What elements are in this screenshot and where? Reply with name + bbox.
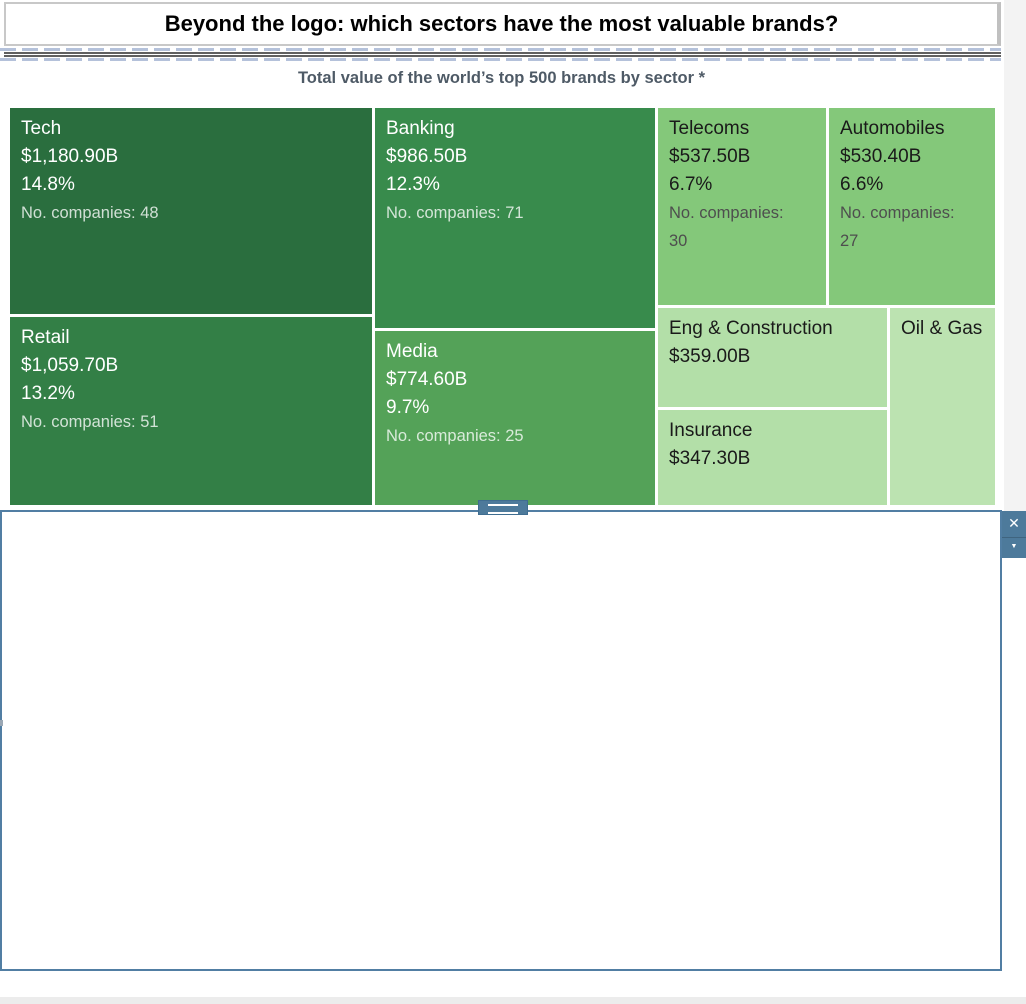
cell-companies-label: No. companies: 48 (21, 204, 159, 222)
selection-dash-line-top (0, 48, 1001, 51)
close-icon[interactable]: ✕ (1008, 515, 1020, 531)
cell-value-label: $530.40B (840, 146, 922, 167)
cell-sector-label: Oil & Gas (901, 318, 983, 339)
cell-sector-label: Retail (21, 327, 70, 348)
treemap-cell-insurance[interactable]: Insurance $347.30B (658, 410, 887, 505)
treemap-cell-tech[interactable]: Tech $1,180.90B 14.8% No. companies: 48 (10, 108, 372, 314)
cell-value-label: $1,059.70B (21, 355, 119, 376)
chevron-down-icon[interactable]: ▼ (1002, 537, 1026, 558)
panel-controls: ✕ ▼ (1002, 511, 1026, 558)
divider-line (4, 52, 1001, 57)
cell-companies-label: No. companies: 30 (669, 204, 784, 250)
cell-value-label: $347.30B (669, 448, 751, 469)
treemap-cell-automobiles[interactable]: Automobiles $530.40B 6.6% No. companies: 27 (829, 108, 995, 305)
canvas-right-gutter (1004, 0, 1026, 511)
cell-percent-label: 14.8% (21, 174, 75, 195)
cell-sector-label: Eng & Construction (669, 318, 833, 339)
treemap-cell-oil-gas[interactable]: Oil & Gas (890, 308, 995, 505)
floating-panel (0, 510, 1002, 971)
cell-value-label: $1,180.90B (21, 146, 119, 167)
cell-sector-label: Telecoms (669, 118, 750, 139)
cell-companies-label: No. companies: 51 (21, 413, 159, 431)
cell-value-label: $986.50B (386, 146, 468, 167)
treemap-cell-eng-construction[interactable]: Eng & Construction $359.00B (658, 308, 887, 407)
cell-percent-label: 9.7% (386, 397, 430, 418)
treemap-cell-retail[interactable]: Retail $1,059.70B 13.2% No. companies: 51 (10, 317, 372, 505)
dashboard-title-object[interactable]: Beyond the logo: which sectors have the … (4, 2, 1001, 46)
panel-drag-handle[interactable] (478, 500, 528, 515)
cell-companies-label: No. companies: 71 (386, 204, 524, 222)
treemap-cell-telecoms[interactable]: Telecoms $537.50B 6.7% No. companies: 30 (658, 108, 826, 305)
treemap-cell-banking[interactable]: Banking $986.50B 12.3% No. companies: 71 (375, 108, 655, 328)
cell-companies-label: No. companies: 25 (386, 427, 524, 445)
treemap-cell-media[interactable]: Media $774.60B 9.7% No. companies: 25 (375, 331, 655, 505)
cell-companies-label: No. companies: 27 (840, 204, 955, 250)
cell-sector-label: Media (386, 341, 438, 362)
cell-value-label: $359.00B (669, 346, 751, 367)
cell-sector-label: Insurance (669, 420, 753, 441)
cell-percent-label: 13.2% (21, 383, 75, 404)
page-bottom-strip (0, 997, 1026, 1004)
selection-dash-line-bottom (0, 58, 1001, 61)
cell-sector-label: Automobiles (840, 118, 945, 139)
cell-percent-label: 6.6% (840, 174, 884, 195)
cell-sector-label: Tech (21, 118, 62, 139)
cell-percent-label: 12.3% (386, 174, 440, 195)
page-title: Beyond the logo: which sectors have the … (164, 11, 839, 36)
cell-sector-label: Banking (386, 118, 455, 139)
chart-subtitle: Total value of the world’s top 500 brand… (297, 69, 706, 87)
left-resize-tick (0, 720, 3, 726)
cell-value-label: $537.50B (669, 146, 751, 167)
cell-value-label: $774.60B (386, 369, 468, 390)
cell-percent-label: 6.7% (669, 174, 713, 195)
